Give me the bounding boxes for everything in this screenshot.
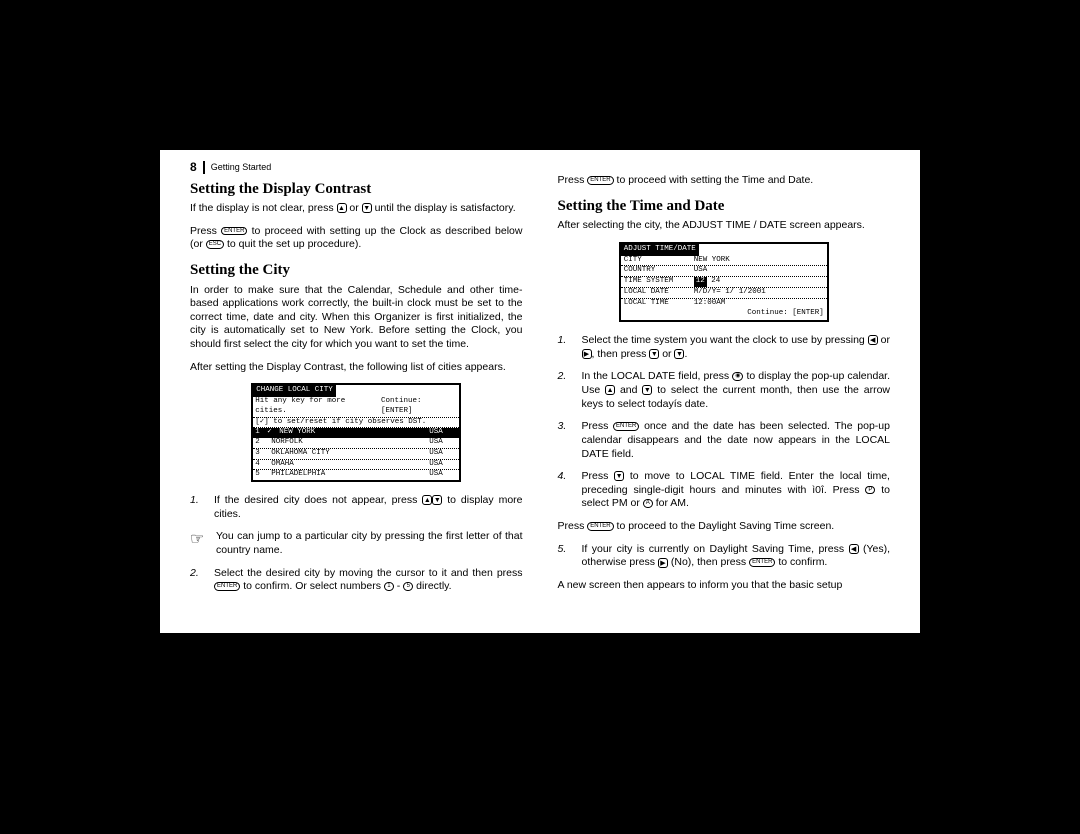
para-proceed-time: Press ENTER to proceed with setting the … — [558, 174, 891, 188]
enter-key-icon: ENTER — [613, 422, 639, 431]
up-key-icon: ▲ — [337, 203, 347, 213]
enter-key-icon: ENTER — [214, 582, 240, 591]
heading-time-date: Setting the Time and Date — [558, 197, 891, 217]
up-key-icon: ▲ — [422, 495, 432, 505]
lcd-row: 3OKLAHOMA CITYUSA — [253, 449, 459, 460]
para-adjust-screen: After selecting the city, the ADJUST TIM… — [558, 219, 891, 233]
lcd-row: 4OMAHAUSA — [253, 460, 459, 471]
right-key-icon: ▶ — [582, 349, 592, 359]
tip-jump-city: ☞You can jump to a particular city by pr… — [190, 530, 523, 557]
lcd-title: CHANGE LOCAL CITY — [253, 385, 336, 397]
heading-display-contrast: Setting the Display Contrast — [190, 180, 523, 200]
down-key-icon: ▼ — [432, 495, 442, 505]
para-contrast: If the display is not clear, press ▲ or … — [190, 202, 523, 216]
lcd-row-selected: 1✓NEW YORKUSA — [253, 428, 459, 438]
step-2: 2.Select the desired city by moving the … — [190, 567, 523, 594]
divider — [203, 161, 205, 174]
enter-key-icon: ENTER — [587, 176, 613, 185]
city-steps: 1.If the desired city does not appear, p… — [190, 494, 523, 521]
right-column: Press ENTER to proceed with setting the … — [558, 160, 891, 603]
step-3: 3.Press ENTER once and the date has been… — [558, 420, 891, 461]
down-key-icon: ▼ — [674, 349, 684, 359]
para-dst: Press ENTER to proceed to the Daylight S… — [558, 520, 891, 534]
step-4: 4.Press ▼ to move to LOCAL TIME field. E… — [558, 470, 891, 511]
heading-city: Setting the City — [190, 261, 523, 281]
lcd-adjust-time: ADJUST TIME/DATE CITYNEW YORK COUNTRYUSA… — [619, 242, 829, 322]
city-steps-2: 2.Select the desired city by moving the … — [190, 567, 523, 594]
page-number: 8 — [190, 160, 197, 176]
para-city-list: After setting the Display Contrast, the … — [190, 361, 523, 375]
sel-key-icon: ◉ — [732, 372, 743, 381]
one-key-icon: 1 — [384, 582, 394, 591]
p-key-icon: P — [865, 486, 875, 495]
esc-key-icon: ESC — [206, 240, 224, 249]
step-1: 1.If the desired city does not appear, p… — [190, 494, 523, 521]
dst-steps: 5.If your city is currently on Daylight … — [558, 543, 891, 570]
a-key-icon: A — [643, 499, 653, 508]
enter-key-icon: ENTER — [587, 522, 613, 531]
para-proceed-clock: Press ENTER to proceed with setting up t… — [190, 225, 523, 252]
down-key-icon: ▼ — [642, 385, 652, 395]
right-key-icon: ▶ — [658, 558, 668, 568]
lcd-row: 5PHILADELPHIAUSA — [253, 470, 459, 480]
left-key-icon: ◀ — [849, 544, 859, 554]
up-key-icon: ▲ — [605, 385, 615, 395]
lcd-city-list: CHANGE LOCAL CITY Hit any key for more c… — [251, 383, 461, 482]
enter-key-icon: ENTER — [749, 558, 775, 567]
down-key-icon: ▼ — [649, 349, 659, 359]
five-key-icon: 5 — [403, 582, 413, 591]
enter-key-icon: ENTER — [221, 227, 247, 236]
down-key-icon: ▼ — [614, 471, 624, 481]
left-column: 8 Getting Started Setting the Display Co… — [190, 160, 523, 603]
para-new-screen: A new screen then appears to inform you … — [558, 579, 891, 593]
step-1: 1.Select the time system you want the cl… — [558, 334, 891, 361]
manual-page: 8 Getting Started Setting the Display Co… — [160, 150, 920, 633]
left-key-icon: ◀ — [868, 335, 878, 345]
pointing-hand-icon: ☞ — [190, 530, 206, 557]
down-key-icon: ▼ — [362, 203, 372, 213]
running-head: 8 Getting Started — [190, 160, 523, 176]
lcd-row: 2NORFOLKUSA — [253, 438, 459, 449]
step-2: 2.In the LOCAL DATE field, press ◉ to di… — [558, 370, 891, 411]
time-steps: 1.Select the time system you want the cl… — [558, 334, 891, 511]
section-name: Getting Started — [211, 162, 272, 174]
lcd-title: ADJUST TIME/DATE — [621, 244, 699, 256]
step-5: 5.If your city is currently on Daylight … — [558, 543, 891, 570]
para-city-intro: In order to make sure that the Calendar,… — [190, 284, 523, 352]
